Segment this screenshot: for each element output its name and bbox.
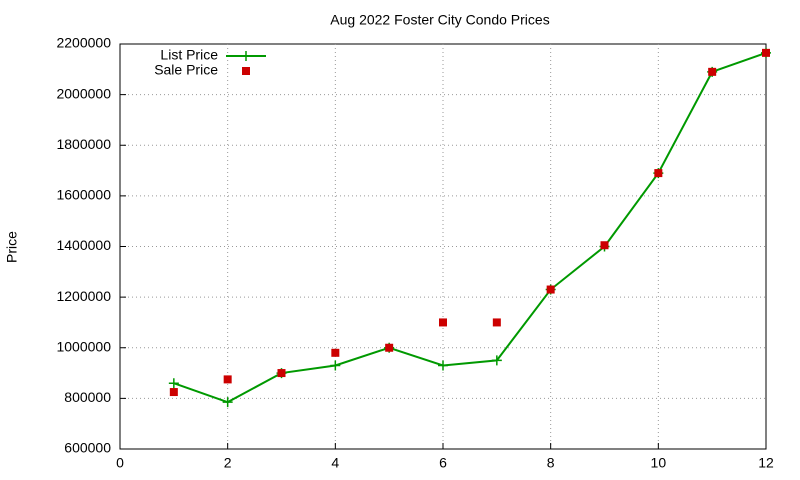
point	[242, 67, 250, 75]
x-tick-label: 2	[224, 455, 232, 471]
point	[654, 169, 663, 178]
legend-label: Sale Price	[154, 62, 218, 78]
y-tick-label: 1200000	[56, 288, 111, 304]
x-tick-label: 0	[116, 455, 124, 471]
point	[438, 360, 448, 371]
point	[491, 355, 502, 366]
point	[708, 67, 717, 76]
point	[762, 48, 770, 57]
series-line	[173, 51, 767, 404]
y-axis-label: Price	[4, 231, 20, 263]
point	[492, 318, 501, 327]
x-tick-label: 6	[439, 455, 447, 471]
point	[223, 375, 232, 384]
point	[330, 360, 341, 371]
point	[168, 378, 179, 389]
point	[385, 343, 394, 352]
y-tick-label: 2000000	[56, 85, 111, 101]
chart-title: Aug 2022 Foster City Condo Prices	[330, 12, 549, 28]
point	[277, 369, 286, 378]
y-tick-label: 1000000	[56, 338, 111, 354]
x-tick-label: 4	[331, 455, 339, 471]
y-tick-label: 1800000	[56, 136, 111, 152]
y-tick-label: 1400000	[56, 237, 111, 253]
point	[600, 241, 609, 250]
point	[331, 348, 340, 357]
point	[169, 388, 178, 397]
x-tick-label: 12	[758, 455, 774, 471]
y-tick-label: 800000	[64, 389, 111, 405]
point	[241, 51, 251, 61]
x-tick-label: 10	[651, 455, 667, 471]
legend-label: List Price	[160, 47, 218, 63]
point	[222, 397, 233, 408]
point	[439, 318, 447, 327]
y-tick-label: 1600000	[56, 187, 111, 203]
y-tick-label: 2200000	[56, 35, 111, 51]
y-tick-label: 600000	[64, 440, 111, 456]
x-tick-label: 8	[547, 455, 555, 471]
point	[546, 285, 555, 294]
